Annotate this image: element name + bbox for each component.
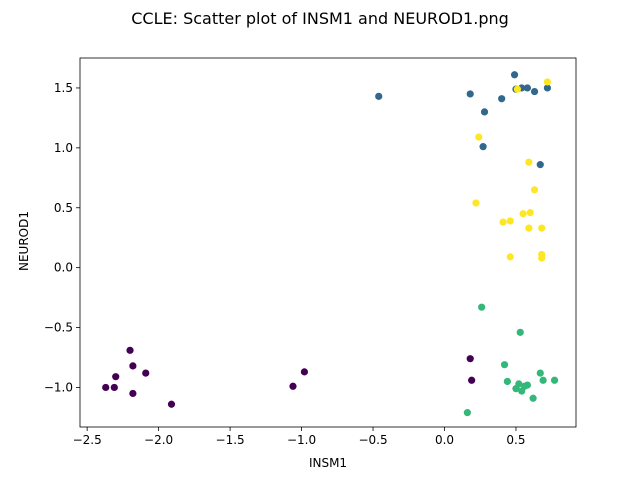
scatter-point-0-11 <box>468 376 476 384</box>
scatter-point-1-9 <box>543 84 552 92</box>
scatter-point-1-11 <box>536 161 544 169</box>
y-axis-label: NEUROD1 <box>17 211 31 271</box>
scatter-point-3-10 <box>525 224 533 232</box>
scatter-point-2-8 <box>523 381 532 389</box>
scatter-point-2-11 <box>539 376 547 384</box>
scatter-point-1-2 <box>480 108 489 116</box>
scatter-point-2-3 <box>503 377 511 386</box>
scatter-point-0-8 <box>289 382 297 390</box>
y-tick-label: −1.0 <box>44 380 73 394</box>
plot-area <box>80 58 576 427</box>
scatter-point-3-3 <box>525 158 533 166</box>
scatter-point-1-10 <box>479 143 487 151</box>
plot-background <box>80 58 576 427</box>
y-tick-label: 0.5 <box>54 201 73 215</box>
scatter-point-3-14 <box>506 253 514 261</box>
y-tick-label: −0.5 <box>44 321 73 335</box>
scatter-point-2-0 <box>478 303 486 311</box>
y-tick-label: 1.5 <box>54 81 73 95</box>
scatter-point-1-0 <box>375 92 383 100</box>
chart-title: CCLE: Scatter plot of INSM1 and NEUROD1.… <box>131 9 509 28</box>
scatter-point-2-9 <box>529 394 537 402</box>
axes-layer: −2.5 −2.0 −1.5 −1.0 −0.5 0.0 0.5 −1.0 −0.5 0.0 0.5… <box>44 57 577 447</box>
y-tick-label: 0.0 <box>54 261 73 275</box>
scatter-point-0-3 <box>126 346 134 354</box>
scatter-point-3-6 <box>519 210 527 218</box>
scatter-point-1-1 <box>466 90 474 98</box>
scatter-point-3-7 <box>526 208 534 217</box>
scatter-point-0-2 <box>110 383 118 392</box>
scatter-point-2-1 <box>516 328 524 336</box>
scatter-point-1-4 <box>510 71 519 79</box>
scatter-point-0-7 <box>167 400 176 408</box>
scatter-point-3-1 <box>513 85 521 93</box>
x-axis-label: INSM1 <box>309 456 347 470</box>
x-tick-label: −1.0 <box>287 433 316 447</box>
scatter-point-3-4 <box>530 186 539 194</box>
scatter-point-2-10 <box>536 369 544 377</box>
scatter-point-2-2 <box>500 361 509 369</box>
points-layer <box>102 71 559 417</box>
scatter-point-3-0 <box>543 78 552 86</box>
x-tick-label: −2.0 <box>144 433 173 447</box>
scatter-point-2-12 <box>550 376 559 384</box>
scatter-point-0-0 <box>102 383 110 392</box>
scatter-point-2-5 <box>515 380 523 388</box>
scatter-point-1-3 <box>498 95 506 103</box>
scatter-point-3-8 <box>499 218 507 226</box>
x-tick-label: −1.5 <box>216 433 245 447</box>
scatter-point-2-13 <box>463 409 471 417</box>
scatter-point-0-6 <box>142 369 150 377</box>
scatter-point-3-13 <box>538 254 546 262</box>
scatter-point-0-5 <box>129 389 137 398</box>
x-tick-label: 0.0 <box>435 433 454 447</box>
x-tick-label: −0.5 <box>358 433 387 447</box>
scatter-point-0-4 <box>129 362 137 370</box>
scatter-point-0-9 <box>300 368 309 376</box>
x-tick-label: −2.5 <box>73 433 102 447</box>
scatter-point-1-7 <box>523 84 532 92</box>
scatter-point-0-1 <box>112 373 120 381</box>
scatter-point-3-9 <box>506 217 514 225</box>
scatter-point-3-2 <box>475 133 483 141</box>
scatter-point-3-5 <box>472 199 480 207</box>
scatter-point-0-10 <box>466 355 474 363</box>
x-tick-label: 0.5 <box>506 433 525 447</box>
y-tick-label: 1.0 <box>54 141 73 155</box>
scatter-point-1-8 <box>530 87 539 96</box>
scatter-point-3-11 <box>538 224 546 232</box>
axes-frame <box>79 57 577 428</box>
